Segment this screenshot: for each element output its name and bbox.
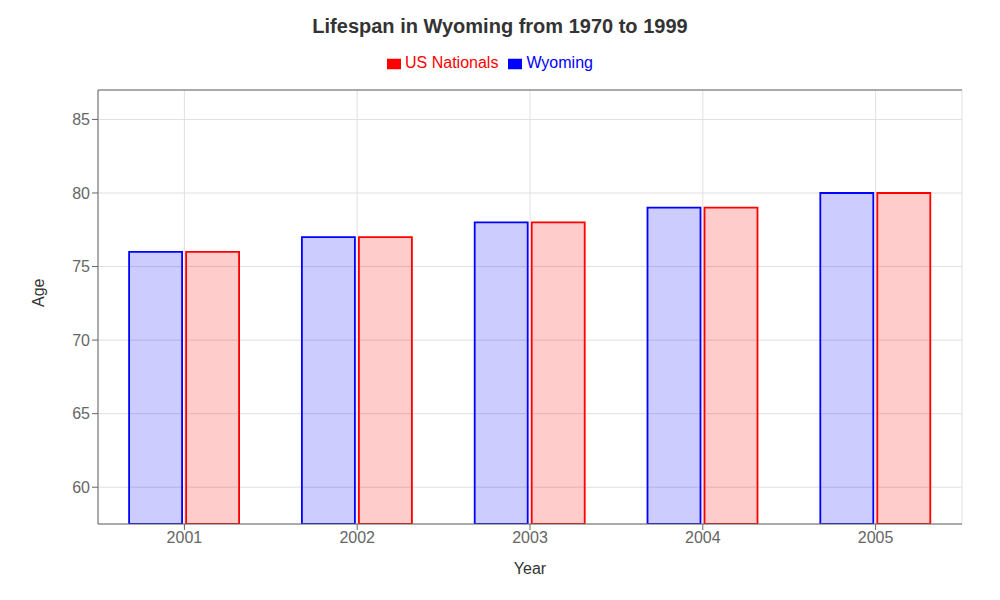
svg-text:60: 60 bbox=[72, 479, 90, 496]
svg-text:2003: 2003 bbox=[512, 529, 548, 546]
html-text:Wyoming: Wyoming bbox=[526, 54, 593, 71]
svg-text:Year: Year bbox=[514, 560, 547, 577]
svg-text:2004: 2004 bbox=[685, 529, 721, 546]
svg-text:2001: 2001 bbox=[167, 529, 203, 546]
svg-text:75: 75 bbox=[72, 258, 90, 275]
svg-text:2002: 2002 bbox=[339, 529, 375, 546]
svg-text:70: 70 bbox=[72, 332, 90, 349]
html-text:US Nationals: US Nationals bbox=[405, 54, 499, 71]
svg-text:Age: Age bbox=[30, 278, 47, 307]
html-text:Lifespan in Wyoming from 1970: Lifespan in Wyoming from 1970 to 1999 bbox=[312, 15, 688, 37]
svg-text:2005: 2005 bbox=[858, 529, 894, 546]
svg-text:65: 65 bbox=[72, 405, 90, 422]
svg-text:85: 85 bbox=[72, 111, 90, 128]
svg-text:80: 80 bbox=[72, 185, 90, 202]
